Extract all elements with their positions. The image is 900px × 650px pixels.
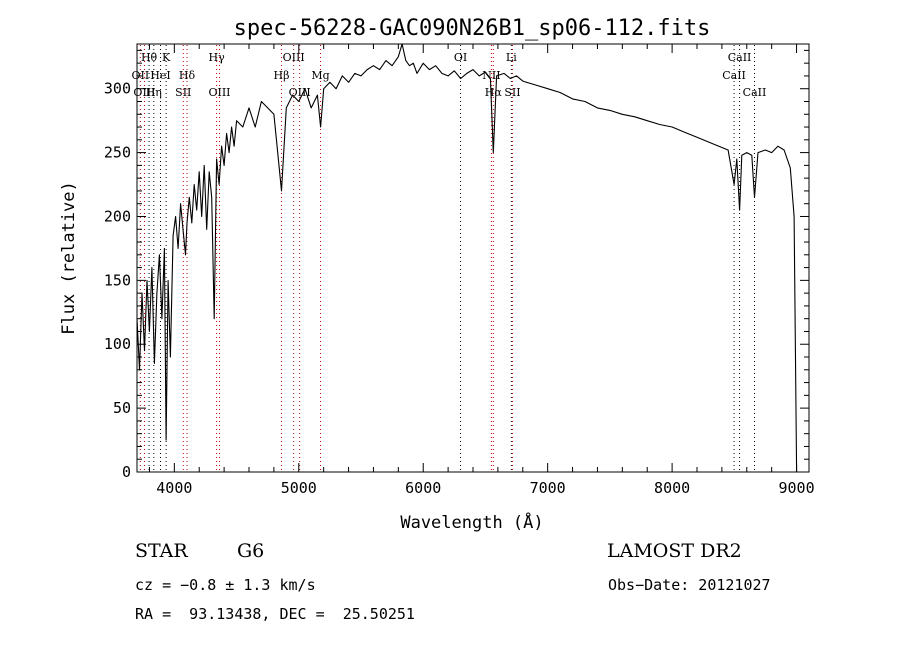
plot-frame <box>136 43 810 473</box>
marker-label-14: OIII <box>133 86 155 99</box>
y-tick-label-6: 300 <box>104 80 131 98</box>
object-subclass: G6 <box>237 540 265 562</box>
x-axis: 4000 5000 6000 7000 8000 9000 <box>148 44 815 497</box>
marker-label-9: Hδ <box>179 69 196 82</box>
y-tick-label-2: 100 <box>104 335 131 353</box>
marker-label-11: Mg <box>311 69 329 82</box>
marker-label-8: HeI <box>150 69 170 82</box>
marker-label-15: Hη <box>146 86 162 99</box>
marker-label-0: Hθ <box>141 51 158 64</box>
x-tick-label-0: 4000 <box>156 479 192 497</box>
marker-label-6: CaII <box>728 51 752 64</box>
marker-label-21: CaII <box>743 86 767 99</box>
marker-label-13: CaII <box>722 69 746 82</box>
marker-label-1: K <box>162 51 171 64</box>
coordinates: RA = 93.13438, DEC = 25.50251 <box>135 605 415 623</box>
marker-label-19: Hα <box>485 86 503 99</box>
x-tick-label-5: 9000 <box>778 479 814 497</box>
redshift-readout: cz = −0.8 ± 1.3 km/s <box>135 576 316 594</box>
y-tick-label-0: 0 <box>122 463 131 481</box>
x-tick-label-4: 8000 <box>654 479 690 497</box>
x-tick-label-2: 6000 <box>405 479 441 497</box>
marker-label-2: Hγ <box>209 51 226 64</box>
y-tick-label-5: 250 <box>104 144 131 162</box>
chart-title: spec-56228-GAC090N26B1_sp06-112.fits <box>234 16 711 41</box>
object-class: STAR <box>135 540 188 562</box>
spectrum-line <box>136 43 798 473</box>
marker-label-16: SII <box>175 86 191 99</box>
x-axis-label: Wavelength (Å) <box>400 511 543 533</box>
obs-date: Obs−Date: 20121027 <box>608 576 771 594</box>
x-tick-label-1: 5000 <box>281 479 317 497</box>
marker-label-5: Li <box>506 51 517 64</box>
y-tick-label-3: 150 <box>104 271 131 289</box>
marker-label-17: OIII <box>208 86 230 99</box>
y-tick-label-1: 50 <box>113 399 131 417</box>
series-group <box>136 43 798 473</box>
x-tick-label-3: 7000 <box>530 479 566 497</box>
marker-label-3: OIII <box>283 51 305 64</box>
y-axis-label: Flux (relative) <box>59 181 79 335</box>
y-tick-label-4: 200 <box>104 207 131 225</box>
y-axis: 0 50 100 150 200 250 300 <box>104 49 809 481</box>
marker-label-4: OI <box>454 51 467 64</box>
marker-label-20: SII <box>504 86 520 99</box>
survey-name: LAMOST DR2 <box>607 540 742 562</box>
marker-label-10: Hβ <box>274 69 290 82</box>
